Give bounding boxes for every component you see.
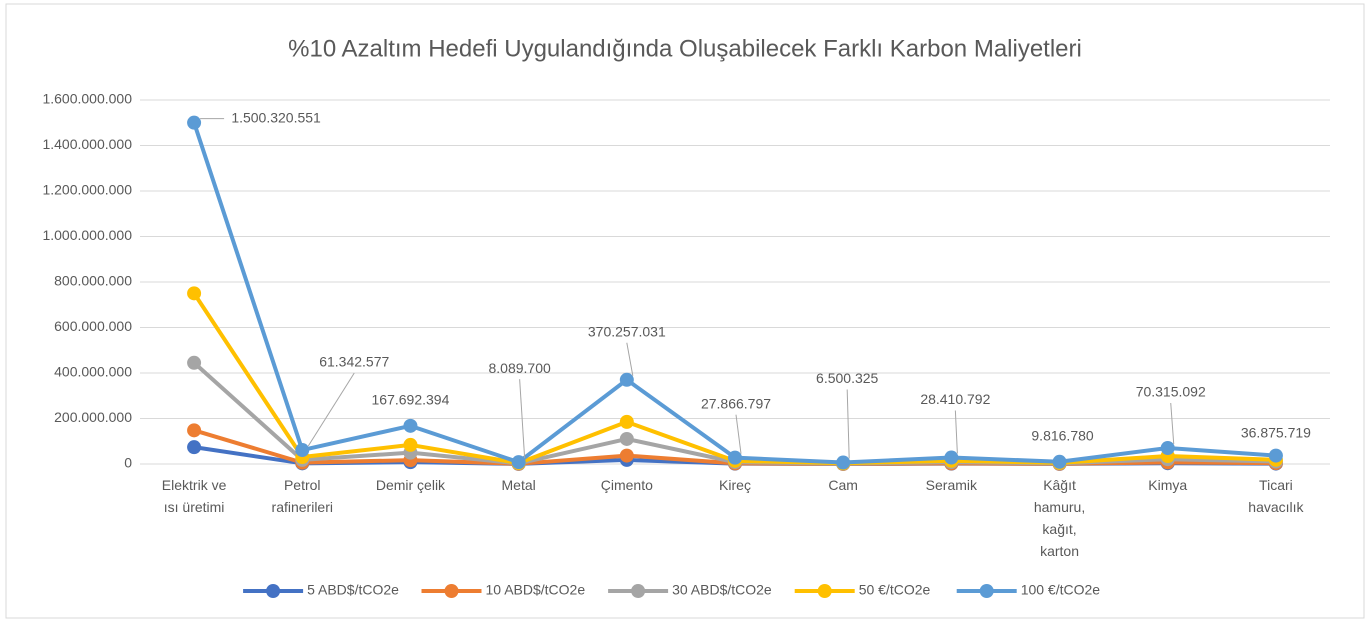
data-point <box>619 431 634 446</box>
x-tick-label: Metal <box>502 477 536 493</box>
data-label: 70.315.092 <box>1136 384 1206 400</box>
legend-marker <box>631 584 646 598</box>
data-point <box>619 414 634 429</box>
legend-marker <box>979 584 994 598</box>
data-point <box>295 443 310 458</box>
y-tick-label: 800.000.000 <box>54 273 132 289</box>
x-tick-label: Çimento <box>601 477 653 493</box>
x-tick-label: Kireç <box>719 477 751 493</box>
leader-line <box>626 342 634 376</box>
data-point <box>1052 454 1067 469</box>
legend-label: 100 €/tCO2e <box>1021 582 1101 598</box>
y-tick-label: 1.600.000.000 <box>42 91 132 107</box>
leader-line <box>954 410 958 454</box>
data-point <box>836 455 851 470</box>
data-point <box>187 115 202 130</box>
y-tick-label: 1.200.000.000 <box>42 182 132 198</box>
chart-title: %10 Azaltım Hedefi Uygulandığında Oluşab… <box>288 35 1082 62</box>
x-tick-label: Petrol rafinerileri <box>272 477 333 515</box>
x-tick-label: Ticari havacılık <box>1248 477 1304 515</box>
data-label: 36.875.719 <box>1241 424 1311 440</box>
data-label: 27.866.797 <box>701 395 771 411</box>
legend-label: 5 ABD$/tCO2e <box>307 582 399 598</box>
data-label: 28.410.792 <box>920 391 990 407</box>
chart-border <box>5 3 1365 619</box>
x-tick-label: Cam <box>828 477 858 493</box>
data-point <box>187 440 202 455</box>
data-label: 8.089.700 <box>488 360 550 376</box>
data-point <box>187 355 202 370</box>
leader-line <box>519 379 526 459</box>
x-tick-label: Seramik <box>926 477 978 493</box>
leader-line <box>1170 402 1175 445</box>
x-tick-label: Elektrik ve ısı üretimi <box>162 477 227 515</box>
data-label: 6.500.325 <box>816 370 878 386</box>
legend-label: 10 ABD$/tCO2e <box>486 582 586 598</box>
y-tick-label: 400.000.000 <box>54 364 132 380</box>
legend-label: 50 €/tCO2e <box>859 582 931 598</box>
data-point <box>187 423 202 438</box>
legend-marker <box>266 584 281 598</box>
data-point <box>944 450 959 465</box>
data-label: 167.692.394 <box>372 392 450 408</box>
legend-marker <box>444 584 459 598</box>
leader-line <box>307 372 355 447</box>
x-tick-label: Kimya <box>1148 477 1187 493</box>
leader-line <box>735 414 742 454</box>
data-point <box>619 372 634 387</box>
data-point <box>1160 441 1175 456</box>
y-tick-label: 1.000.000.000 <box>42 227 132 243</box>
y-tick-label: 600.000.000 <box>54 318 132 334</box>
data-label: 9.816.780 <box>1031 427 1093 443</box>
y-tick-label: 1.400.000.000 <box>42 136 132 152</box>
data-point <box>1268 448 1283 463</box>
y-tick-label: 200.000.000 <box>54 409 132 425</box>
y-tick-label: 0 <box>124 455 132 471</box>
data-label: 1.500.320.551 <box>231 109 321 125</box>
x-tick-label: Kâğıt hamuru, kağıt, karton <box>1034 477 1085 559</box>
data-point <box>403 418 418 433</box>
data-point <box>403 437 418 452</box>
data-label: 61.342.577 <box>319 354 389 370</box>
x-tick-label: Demir çelik <box>376 477 446 493</box>
legend-label: 30 ABD$/tCO2e <box>672 582 772 598</box>
legend-marker <box>817 584 832 598</box>
data-label: 370.257.031 <box>588 323 666 339</box>
data-point <box>187 286 202 301</box>
data-point <box>619 448 634 463</box>
data-point <box>511 455 526 470</box>
data-point <box>728 450 742 465</box>
leader-line <box>846 389 850 459</box>
